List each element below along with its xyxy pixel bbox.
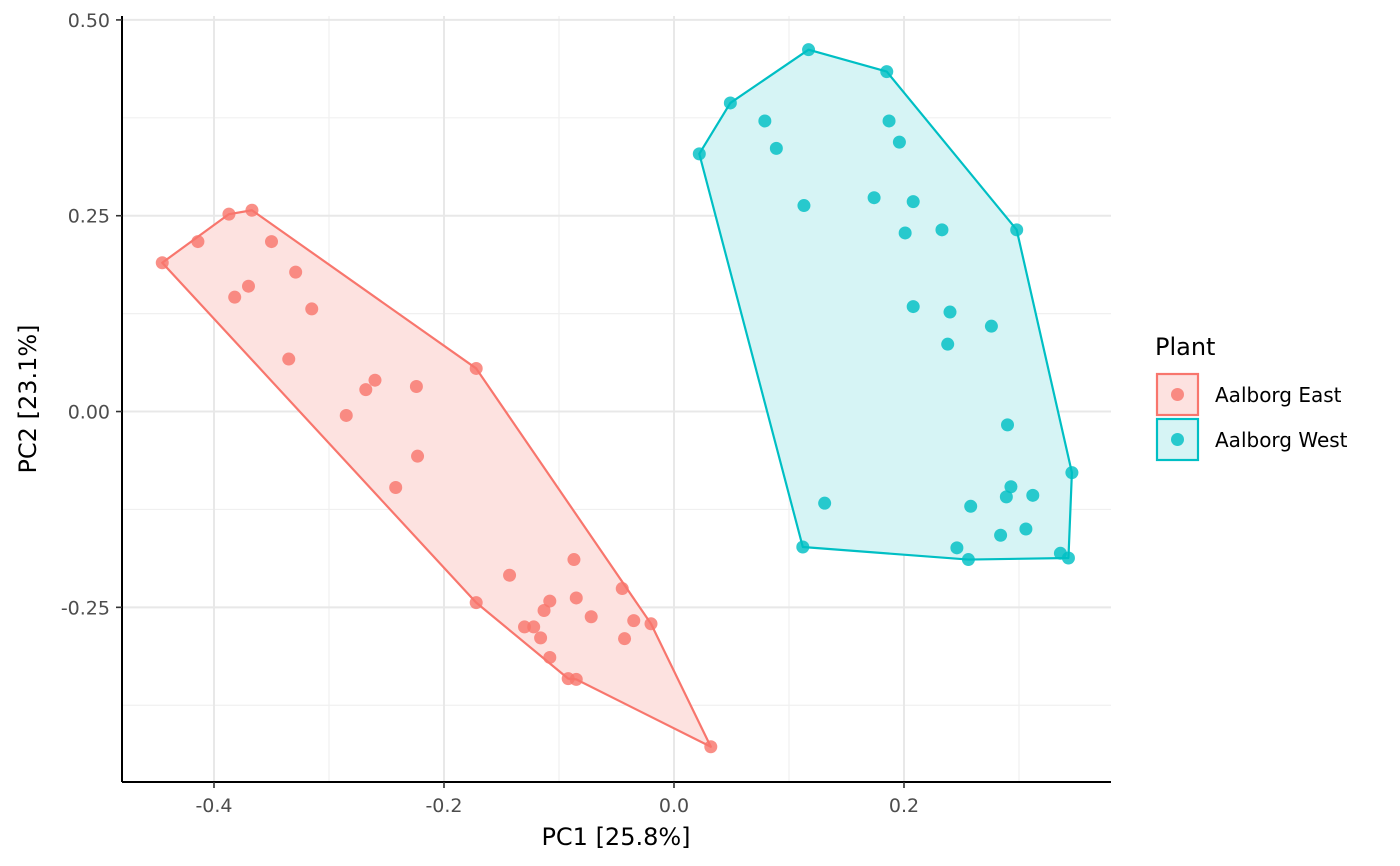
data-point-series-0 bbox=[282, 352, 296, 366]
data-point-series-1 bbox=[935, 223, 949, 237]
y-axis-title: PC2 [23.1%] bbox=[14, 324, 42, 473]
group-hulls bbox=[161, 48, 1074, 748]
data-point-series-1 bbox=[943, 305, 957, 319]
x-tick-label: 0.2 bbox=[889, 795, 919, 817]
data-point-series-1 bbox=[984, 319, 998, 333]
data-point-series-1 bbox=[941, 337, 955, 351]
data-point-series-0 bbox=[469, 596, 483, 610]
data-point-series-0 bbox=[584, 610, 598, 624]
data-point-series-0 bbox=[389, 481, 403, 495]
data-point-series-0 bbox=[644, 617, 658, 631]
data-point-series-0 bbox=[191, 235, 205, 249]
data-point-series-1 bbox=[1004, 480, 1018, 494]
hull-series-1 bbox=[698, 48, 1074, 561]
data-point-series-1 bbox=[723, 96, 737, 110]
data-point-series-1 bbox=[867, 191, 881, 205]
x-axis-title: PC1 [25.8%] bbox=[541, 823, 690, 851]
y-tick-label: 0.50 bbox=[68, 10, 110, 32]
data-point-series-0 bbox=[289, 265, 303, 279]
data-point-series-0 bbox=[569, 591, 583, 605]
data-point-series-1 bbox=[769, 141, 783, 155]
data-point-series-0 bbox=[527, 620, 541, 634]
data-point-series-1 bbox=[1026, 488, 1040, 502]
data-point-series-0 bbox=[228, 290, 242, 304]
legend-label-1: Aalborg West bbox=[1215, 428, 1348, 452]
data-point-series-0 bbox=[469, 361, 483, 375]
data-point-series-1 bbox=[1019, 522, 1033, 536]
data-point-series-1 bbox=[1001, 418, 1014, 432]
y-tick-label: 0.00 bbox=[68, 402, 110, 424]
data-point-series-1 bbox=[758, 114, 772, 128]
data-point-series-0 bbox=[155, 256, 169, 270]
data-point-series-1 bbox=[796, 540, 810, 554]
data-point-series-1 bbox=[1010, 223, 1024, 237]
data-point-series-1 bbox=[882, 114, 896, 128]
data-point-series-0 bbox=[567, 553, 581, 567]
data-point-series-1 bbox=[898, 226, 912, 240]
legend-label-0: Aalborg East bbox=[1215, 383, 1342, 407]
data-point-series-0 bbox=[704, 740, 718, 754]
data-point-series-0 bbox=[503, 568, 517, 582]
legend-title: Plant bbox=[1155, 333, 1215, 361]
data-point-series-1 bbox=[906, 195, 920, 209]
legend: Plant Aalborg East Aalborg West bbox=[1155, 333, 1348, 462]
data-point-series-1 bbox=[692, 147, 706, 161]
data-point-series-1 bbox=[1061, 551, 1075, 565]
data-point-series-0 bbox=[222, 207, 236, 221]
data-points bbox=[155, 43, 1079, 754]
data-point-series-0 bbox=[368, 373, 382, 387]
data-point-series-0 bbox=[569, 672, 583, 686]
data-point-series-1 bbox=[999, 490, 1013, 504]
x-tick-label: -0.2 bbox=[425, 795, 462, 817]
data-point-series-1 bbox=[802, 43, 816, 57]
data-point-series-1 bbox=[880, 65, 894, 79]
data-point-series-0 bbox=[627, 614, 641, 628]
data-point-series-0 bbox=[305, 302, 319, 316]
data-point-series-0 bbox=[245, 203, 259, 217]
axes bbox=[121, 16, 1111, 783]
data-point-series-0 bbox=[339, 408, 353, 422]
tick-labels: -0.4 -0.2 0.0 0.2 0.50 0.25 0.00 -0.25 bbox=[61, 10, 919, 817]
x-tick-label: -0.4 bbox=[195, 795, 232, 817]
hull-series-0 bbox=[161, 209, 712, 748]
y-tick-label: -0.25 bbox=[61, 597, 110, 619]
data-point-series-1 bbox=[961, 553, 975, 567]
data-point-series-1 bbox=[797, 199, 811, 213]
legend-key-point-0 bbox=[1171, 388, 1184, 401]
x-tick-label: 0.0 bbox=[659, 795, 689, 817]
data-point-series-0 bbox=[409, 379, 423, 393]
data-point-series-1 bbox=[906, 300, 920, 314]
data-point-series-0 bbox=[537, 603, 551, 617]
legend-key-point-1 bbox=[1171, 433, 1184, 446]
data-point-series-0 bbox=[615, 582, 629, 596]
data-point-series-1 bbox=[964, 499, 978, 513]
y-tick-label: 0.25 bbox=[68, 206, 110, 228]
data-point-series-1 bbox=[1065, 466, 1079, 480]
data-point-series-0 bbox=[242, 279, 255, 293]
data-point-series-0 bbox=[265, 235, 278, 249]
data-point-series-0 bbox=[543, 594, 557, 608]
data-point-series-1 bbox=[950, 541, 964, 555]
legend-entries: Aalborg East Aalborg West bbox=[1155, 372, 1348, 462]
data-point-series-0 bbox=[411, 449, 425, 463]
data-point-series-0 bbox=[359, 383, 373, 397]
data-point-series-1 bbox=[818, 496, 832, 510]
data-point-series-0 bbox=[518, 620, 531, 634]
data-point-series-0 bbox=[618, 632, 632, 646]
data-point-series-0 bbox=[543, 650, 557, 664]
data-point-series-0 bbox=[534, 631, 548, 645]
data-point-series-1 bbox=[892, 135, 906, 149]
data-point-series-1 bbox=[994, 528, 1008, 542]
